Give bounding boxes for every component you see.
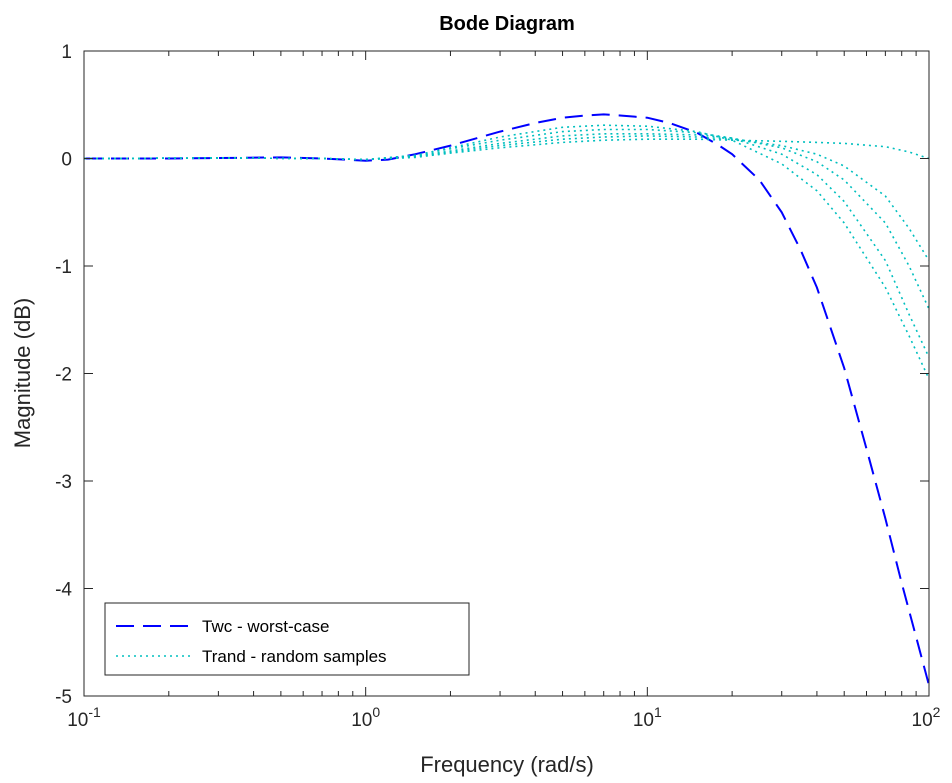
plot-background — [84, 51, 929, 696]
y-tick-label: -1 — [55, 257, 72, 278]
series-line-1 — [84, 113, 929, 686]
legend-label: Twc - worst-case — [202, 617, 330, 636]
chart-title: Bode Diagram — [439, 13, 575, 35]
x-tick-label: 102 — [912, 704, 941, 731]
y-axis-ticks: 1 0 -1 -2 -3 -4 -5 — [55, 42, 929, 708]
legend-item-2: Trand - random samples — [116, 647, 387, 666]
y-tick-label: -2 — [55, 365, 72, 386]
legend: Twc - worst-case Trand - random samples — [104, 602, 470, 676]
legend-box — [104, 602, 470, 676]
x-axis-label: Frequency (rad/s) — [420, 752, 594, 777]
y-tick-label: -3 — [55, 472, 72, 493]
legend-label: Trand - random samples — [202, 647, 387, 666]
y-tick-label: -4 — [55, 580, 72, 601]
series-layer — [84, 113, 929, 686]
y-tick-label: 0 — [61, 150, 72, 171]
series-line-6 — [84, 138, 929, 161]
series-line-3 — [84, 128, 929, 358]
y-tick-label: -5 — [55, 687, 72, 708]
y-axis-label: Magnitude (dB) — [10, 298, 35, 448]
x-axis-ticks: 10-1 100 101 102 — [67, 51, 941, 731]
x-tick-label: 10-1 — [67, 704, 101, 731]
legend-item-1: Twc - worst-case — [116, 617, 330, 636]
x-tick-label: 100 — [351, 704, 380, 731]
series-line-4 — [84, 133, 929, 310]
y-tick-label: 1 — [61, 42, 72, 63]
plot-area: 10-1 100 101 102 10-1-2-3-4-5 — [55, 42, 941, 731]
x-tick-label: 101 — [633, 704, 662, 731]
